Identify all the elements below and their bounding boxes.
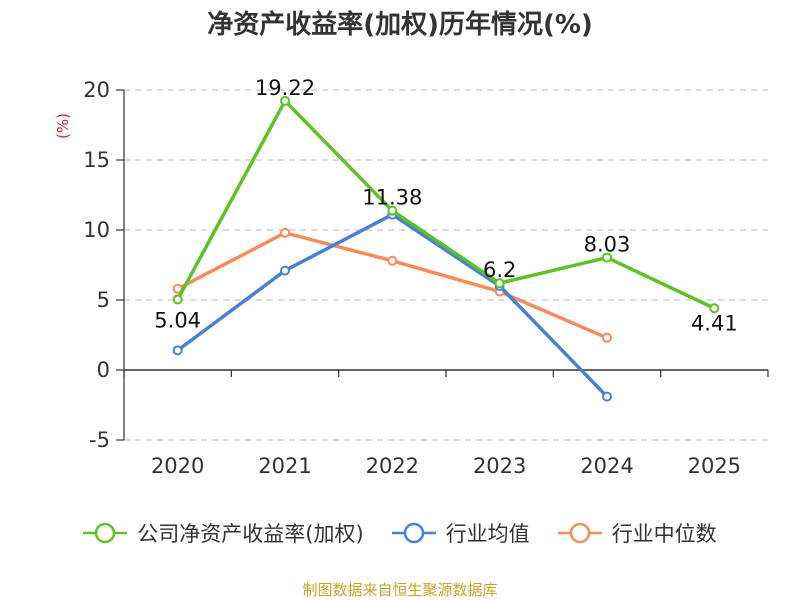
- y-tick-label: 0: [97, 358, 110, 382]
- data-point[interactable]: [172, 345, 183, 356]
- data-point[interactable]: [602, 332, 612, 343]
- series-layer: [172, 95, 720, 402]
- chart-title: 净资产收益率(加权)历年情况(%): [207, 10, 593, 40]
- x-tick-label: 2023: [473, 454, 526, 478]
- y-tick-label: 10: [83, 218, 110, 242]
- data-point[interactable]: [387, 255, 398, 266]
- legend-line-circle-icon: [557, 522, 602, 544]
- y-axis-label: (%): [54, 113, 72, 139]
- data-point[interactable]: [172, 294, 183, 305]
- series-line: [176, 231, 608, 340]
- data-point[interactable]: [602, 252, 612, 263]
- legend-item-industry-mean[interactable]: 行业均值: [391, 518, 530, 548]
- x-tick-label: 2022: [366, 454, 419, 478]
- data-label: 6.2: [483, 258, 516, 282]
- legend-item-company[interactable]: 公司净资产收益率(加权): [83, 518, 364, 548]
- data-labels: 5.04 19.22 11.38 6.2 8.03 4.41: [154, 76, 737, 335]
- data-label: 8.03: [584, 233, 631, 257]
- data-point[interactable]: [602, 391, 612, 402]
- x-tick-label: 2021: [258, 454, 311, 478]
- x-tick-label: 2025: [688, 454, 741, 478]
- y-tick-label: 20: [83, 78, 110, 102]
- grid-lines: [124, 89, 768, 441]
- legend-line-circle-icon: [83, 522, 128, 544]
- data-point[interactable]: [709, 303, 720, 314]
- legend-item-industry-median[interactable]: 行业中位数: [557, 518, 717, 548]
- x-tick-label: 2024: [580, 454, 633, 478]
- legend: 公司净资产收益率(加权) 行业均值 行业中位数: [0, 518, 800, 548]
- legend-label-company: 公司净资产收益率(加权): [137, 522, 364, 546]
- data-label: 4.41: [691, 311, 738, 335]
- data-point[interactable]: [494, 278, 505, 289]
- legend-label-industry-mean: 行业均值: [445, 522, 530, 546]
- data-point[interactable]: [280, 227, 290, 238]
- data-label: 11.38: [362, 186, 422, 210]
- series-line: [176, 99, 716, 310]
- x-tick-label: 2020: [151, 454, 204, 478]
- data-label: 5.04: [154, 308, 201, 332]
- data-point[interactable]: [280, 95, 290, 106]
- data-source-note: 制图数据来自恒生聚源数据库: [302, 581, 498, 599]
- data-point[interactable]: [387, 205, 398, 216]
- y-tick-label: 15: [83, 148, 110, 172]
- y-tick-label: -5: [89, 428, 110, 452]
- legend-line-circle-icon: [391, 522, 436, 544]
- data-label: 19.22: [255, 76, 315, 100]
- legend-label-industry-median: 行业中位数: [611, 522, 717, 546]
- y-tick-label: 5: [97, 288, 110, 312]
- data-point[interactable]: [280, 265, 290, 276]
